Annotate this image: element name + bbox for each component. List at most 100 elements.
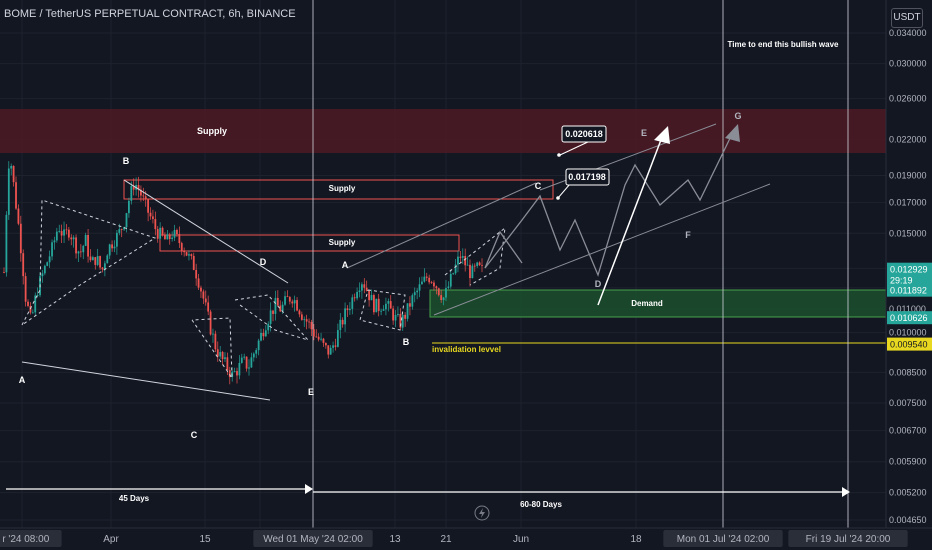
candle-body (356, 291, 358, 299)
candle-body (200, 287, 202, 292)
candle-body (190, 254, 193, 256)
candle-body (421, 281, 423, 285)
candle-body (91, 257, 94, 261)
span-60-80-label: 60-80 Days (520, 500, 562, 509)
candle-body (77, 251, 80, 254)
candle-body (389, 301, 392, 309)
x-tick-label: Apr (103, 534, 119, 545)
candle-body (312, 329, 315, 337)
wave-label-a2: A (342, 260, 349, 270)
candle-body (154, 219, 157, 230)
candle-body (348, 308, 351, 311)
invalidation-label: invalidation levvel (432, 345, 501, 354)
price-level-badge (887, 262, 932, 287)
x-tick-label: r '24 08:00 (2, 534, 49, 545)
candle-body (264, 330, 267, 337)
candle-body (195, 269, 198, 279)
x-tick-label: 18 (630, 534, 642, 545)
candle-body (96, 256, 99, 265)
candle-body (130, 185, 133, 201)
candle-body (440, 295, 443, 301)
candle-body (46, 262, 49, 266)
candle-body (449, 273, 452, 287)
y-tick-label: 0.011000 (889, 304, 926, 314)
candle-body (279, 305, 282, 312)
supply-box-1 (123, 179, 554, 200)
y-tick-label: 0.005200 (889, 488, 927, 498)
candle-body (180, 243, 183, 252)
candle-body (219, 351, 222, 357)
candle-body (43, 265, 46, 274)
candle-body (473, 265, 476, 267)
candle-body (358, 290, 361, 292)
y-tick-label: 0.019000 (889, 170, 927, 180)
candle-body (291, 301, 294, 304)
candle-body (27, 301, 29, 306)
lightning-icon[interactable] (474, 505, 490, 521)
candle-body (430, 282, 433, 284)
candle-body (202, 291, 205, 299)
candle-body (142, 195, 145, 197)
candle-body (373, 295, 375, 313)
candle-body (87, 235, 89, 257)
candle-body (221, 351, 224, 360)
y-tick-label: 0.022000 (889, 135, 927, 145)
currency-button[interactable]: USDT (891, 8, 923, 28)
candle-body (288, 297, 291, 302)
candle-body (192, 255, 195, 270)
y-tick-label: 0.034000 (889, 28, 927, 38)
candle-body (303, 319, 306, 320)
candle-body (161, 227, 164, 235)
callout-line-2 (557, 183, 571, 199)
candle-body (452, 273, 455, 275)
candle-body (324, 342, 327, 346)
candle-body (188, 254, 190, 256)
candle-body (293, 300, 296, 304)
wave-label-d1: D (260, 257, 267, 267)
wave-label-c1: C (191, 430, 198, 440)
price-level-value: 0.010626 (890, 313, 928, 323)
candle-body (380, 310, 383, 312)
candle-body (5, 214, 8, 273)
candle-body (72, 237, 75, 240)
candle-body (334, 345, 337, 347)
y-tick-label: 0.007500 (889, 398, 927, 408)
candle-body (457, 256, 459, 265)
candle-body (118, 229, 121, 233)
y-tick-label: 0.006700 (889, 426, 927, 436)
candle-body (147, 199, 150, 213)
candle-body (173, 230, 176, 238)
candle-body (404, 314, 407, 319)
x-tick-label: 13 (389, 534, 401, 545)
candle-body (171, 237, 174, 239)
y-tick-label: 0.005900 (889, 457, 927, 467)
candle-body (132, 185, 135, 190)
x-tick-label: Fri 19 Jul '24 20:00 (806, 534, 891, 545)
candle-body (240, 357, 243, 363)
candle-body (156, 229, 159, 239)
wave-label-e1: E (308, 387, 314, 397)
demand-zone (429, 289, 887, 318)
candle-body (82, 245, 85, 253)
candle-body (262, 332, 265, 337)
candle-body (300, 314, 303, 320)
candle-body (137, 184, 140, 190)
candle-body (346, 308, 349, 311)
candle-body (416, 290, 419, 293)
candle-body (7, 168, 10, 215)
candle-body (368, 290, 371, 301)
wave-label-g2: G (734, 111, 741, 121)
candle-body (411, 295, 414, 307)
candle-body (370, 295, 373, 301)
candle-body (255, 350, 258, 354)
candle-body (144, 196, 147, 200)
candle-body (101, 267, 104, 270)
x-tick-box (0, 530, 62, 547)
span-60-80-arrowhead (842, 487, 850, 497)
candle-body (108, 244, 111, 256)
candle-body (12, 165, 15, 183)
candle-body (115, 232, 118, 247)
